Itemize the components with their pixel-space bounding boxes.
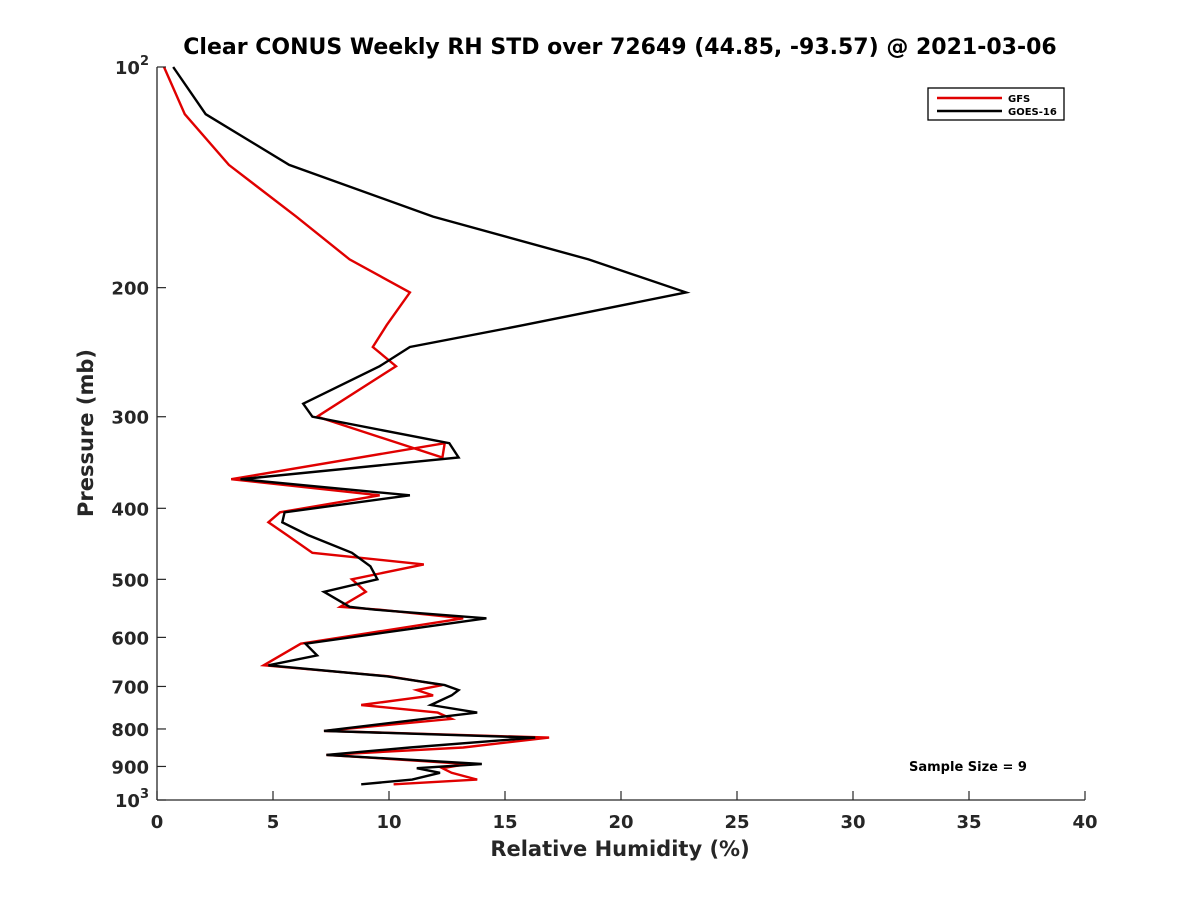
y-tick-label: 800 [111,720,149,741]
y-tick-label: 500 [111,570,149,591]
y-tick-label: 700 [111,677,149,698]
y-axis-label: Pressure (mb) [74,349,98,517]
legend: GFS GOES-16 [927,87,1065,121]
x-tick-label: 25 [724,812,749,833]
y-tick-label: 102 [115,54,149,79]
series-layer [162,66,691,786]
y-tick-label: 600 [111,628,149,649]
y-tick-label: 200 [111,279,149,300]
x-axis-label: Relative Humidity (%) [490,837,749,861]
x-tick-label: 30 [840,812,865,833]
gfs-series-line [162,66,550,786]
y-tick-label: 300 [111,408,149,429]
y-tick-label-exponent: 3 [140,787,149,802]
x-tick-label: 10 [376,812,401,833]
x-axis-ticks: 0 5 10 15 20 25 30 35 40 [151,791,1098,833]
chart-title: Clear CONUS Weekly RH STD over 72649 (44… [183,35,1056,60]
y-tick-label-base: 10 [115,58,140,79]
x-tick-label: 0 [151,812,164,833]
sample-size-annotation: Sample Size = 9 [909,760,1027,775]
y-tick-label: 400 [111,499,149,520]
x-tick-label: 35 [956,812,981,833]
legend-label-gfs: GFS [1008,94,1030,105]
y-tick-label-exponent: 2 [140,54,149,69]
x-tick-label: 40 [1072,812,1097,833]
x-tick-label: 15 [492,812,517,833]
y-tick-label: 900 [111,757,149,778]
legend-label-goes-16: GOES-16 [1008,107,1057,118]
y-tick-label: 103 [115,787,149,812]
legend-box [927,87,1065,121]
x-tick-label: 5 [267,812,280,833]
x-tick-label: 20 [608,812,633,833]
y-tick-label-base: 10 [115,791,140,812]
